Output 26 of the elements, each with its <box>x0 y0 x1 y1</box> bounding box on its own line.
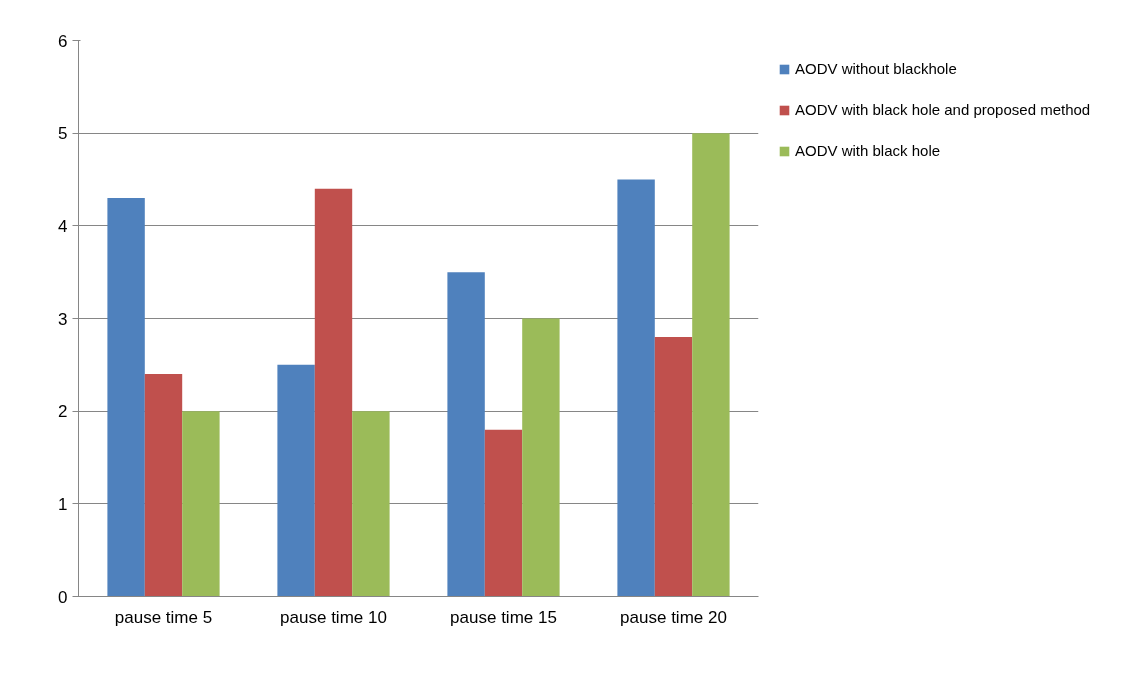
y-tick-label: 4 <box>58 216 68 236</box>
bar <box>144 374 183 597</box>
bar <box>182 411 220 597</box>
bar <box>277 364 315 597</box>
legend-label: AODV with black hole <box>795 142 941 159</box>
bar <box>617 179 655 597</box>
bar <box>692 133 730 597</box>
y-tick-label: 5 <box>58 124 68 144</box>
bar <box>107 198 145 597</box>
y-tick-label: 1 <box>58 494 68 514</box>
y-tick-label: 3 <box>58 309 68 329</box>
x-tick-label: pause time 15 <box>450 607 557 627</box>
y-tick-label: 6 <box>58 31 68 51</box>
bar <box>522 318 560 597</box>
bar <box>484 429 523 597</box>
legend-label: AODV with black hole and proposed method <box>795 101 1091 118</box>
bar <box>654 337 693 597</box>
x-tick-label: pause time 10 <box>280 607 387 627</box>
bar <box>352 411 390 597</box>
bar <box>447 272 485 597</box>
y-tick-label: 2 <box>58 402 68 422</box>
x-tick-label: pause time 20 <box>620 607 727 627</box>
x-tick-label: pause time 5 <box>114 607 213 627</box>
legend-label: AODV without blackhole <box>795 60 957 77</box>
y-tick-label: 0 <box>58 587 68 607</box>
bar <box>314 188 353 597</box>
